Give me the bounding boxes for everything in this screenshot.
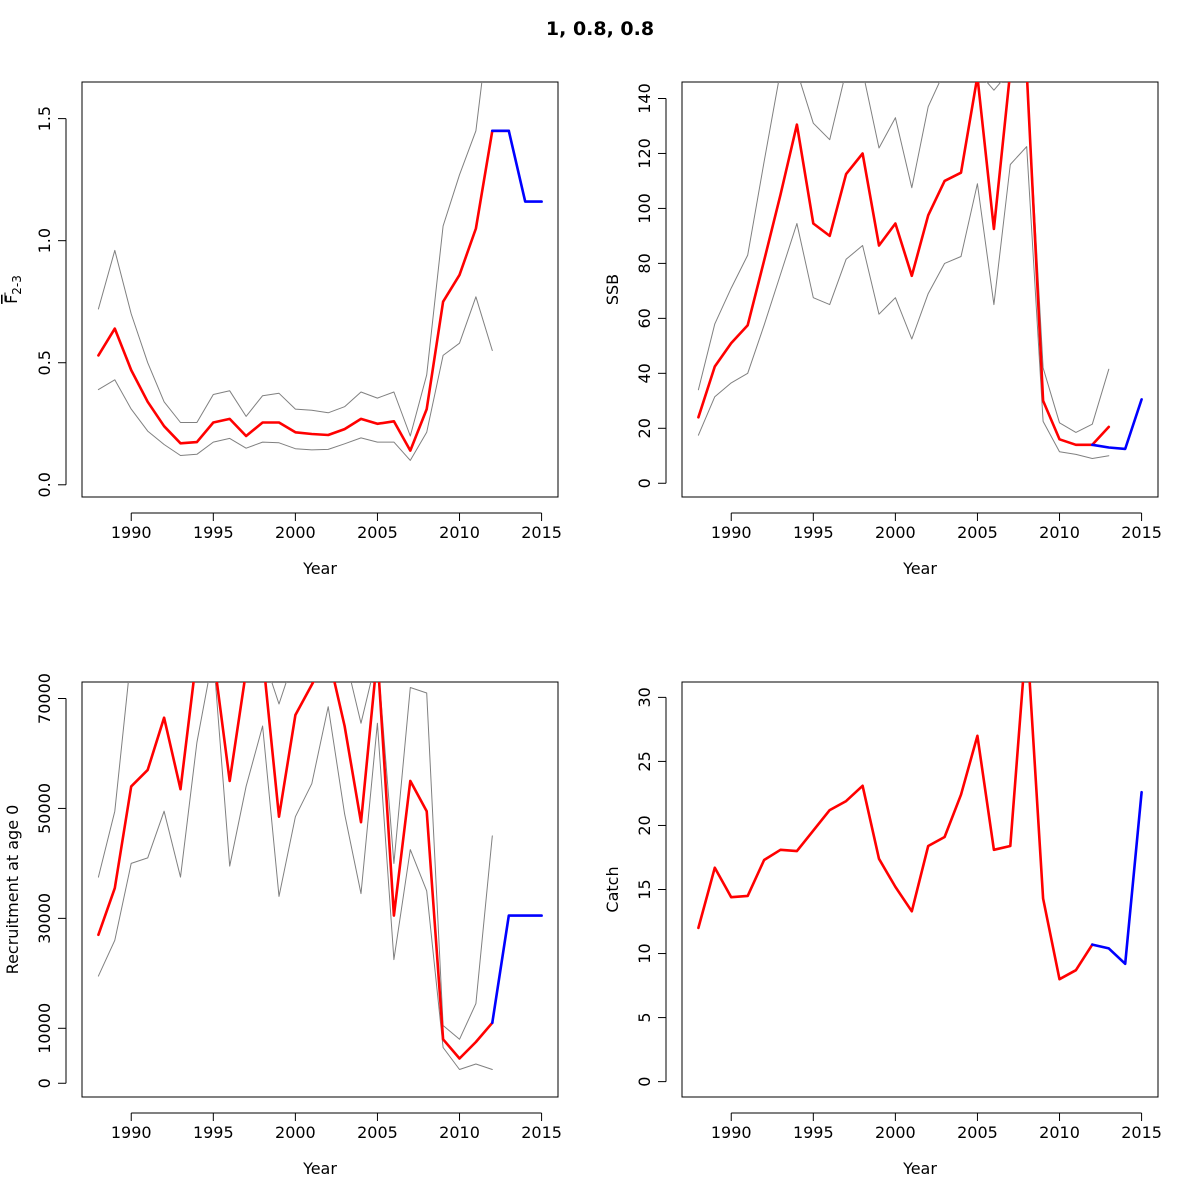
y-tick-label: 20 xyxy=(635,418,654,438)
x-axis-title: Year xyxy=(302,559,337,578)
y-tick-label: 1.5 xyxy=(35,106,54,131)
lower-line xyxy=(97,296,493,461)
y-tick-label: 0 xyxy=(635,478,654,488)
estimate-line xyxy=(697,682,1094,981)
series-group xyxy=(97,82,543,461)
x-tick-label: 1990 xyxy=(111,523,152,542)
plot-frame xyxy=(81,81,559,498)
x-tick-label: 1995 xyxy=(193,1123,234,1142)
x-tick-label: 1995 xyxy=(193,523,234,542)
y-tick-label: 30000 xyxy=(35,893,54,944)
x-tick-label: 2010 xyxy=(439,1123,480,1142)
estimate-line xyxy=(697,82,1111,447)
y-tick-label: 15 xyxy=(635,879,654,899)
x-axis: 1990 1995 2000 2005 2010 2015 xyxy=(711,1112,1162,1142)
y-axis-title: F2-3 xyxy=(2,275,24,304)
plot-frame xyxy=(681,81,1159,498)
y-tick-label: 10000 xyxy=(35,1003,54,1054)
x-tick-label: 1990 xyxy=(111,1123,152,1142)
series-group xyxy=(697,682,1143,981)
x-tick-label: 2005 xyxy=(957,1123,998,1142)
f-panel: 1990 1995 2000 2005 2010 2015 0.0 0.5 1.0 1.5 Year… xyxy=(2,81,562,578)
upper-line xyxy=(97,82,483,437)
estimate-line xyxy=(97,129,511,452)
y-tick-label: 140 xyxy=(635,83,654,114)
x-axis: 1990 1995 2000 2005 2010 2015 xyxy=(111,512,562,542)
x-tick-label: 2005 xyxy=(357,523,398,542)
plot-frame xyxy=(681,681,1159,1098)
x-tick-label: 1990 xyxy=(711,523,752,542)
x-axis: 1990 1995 2000 2005 2010 2015 xyxy=(111,1112,562,1142)
projection-line xyxy=(490,914,543,1025)
y-tick-label: 50000 xyxy=(35,783,54,834)
y-axis-title-sub: 2-3 xyxy=(10,275,24,295)
y-axis-title: Catch xyxy=(603,866,622,912)
y-tick-label: 20 xyxy=(635,815,654,835)
estimate-line xyxy=(97,682,494,1060)
recruitment-panel: 1990 1995 2000 2005 2010 2015 0 10000 30000 50000… xyxy=(3,673,562,1178)
y-tick-label: 0.5 xyxy=(35,350,54,375)
y-axis-title: Recruitment at age 0 xyxy=(3,805,22,975)
y-tick-label: 60 xyxy=(635,308,654,328)
y-tick-label: 70000 xyxy=(35,673,54,724)
series-group xyxy=(697,82,1143,459)
y-tick-label: 25 xyxy=(635,751,654,771)
x-tick-label: 2010 xyxy=(1039,523,1080,542)
x-tick-label: 2015 xyxy=(1121,1123,1162,1142)
x-axis-title: Year xyxy=(302,1159,337,1178)
y-tick-label: 0 xyxy=(35,1078,54,1088)
lower-line xyxy=(97,682,493,1070)
y-axis: 0.0 0.5 1.0 1.5 xyxy=(35,106,67,498)
projection-line xyxy=(1091,790,1143,966)
y-tick-label: 100 xyxy=(635,193,654,224)
x-tick-label: 2010 xyxy=(439,523,480,542)
y-axis-title-main: F xyxy=(2,295,21,304)
y-tick-label: 10 xyxy=(635,943,654,963)
x-axis-title: Year xyxy=(902,1159,937,1178)
projection-line xyxy=(490,129,543,203)
y-axis: 0 10000 30000 50000 70000 xyxy=(35,673,67,1088)
lower-line xyxy=(697,146,1110,459)
x-tick-label: 2000 xyxy=(875,523,916,542)
y-tick-label: 0 xyxy=(635,1077,654,1087)
y-tick-label: 40 xyxy=(635,363,654,383)
x-tick-label: 2005 xyxy=(957,523,998,542)
x-tick-label: 2005 xyxy=(357,1123,398,1142)
y-tick-label: 30 xyxy=(635,687,654,707)
x-tick-label: 1995 xyxy=(793,523,834,542)
y-tick-label: 0.0 xyxy=(35,472,54,497)
x-tick-label: 1990 xyxy=(711,1123,752,1142)
x-tick-label: 2015 xyxy=(1121,523,1162,542)
catch-panel: 1990 1995 2000 2005 2010 2015 0 5 10 15 20 25 30 Year… xyxy=(603,681,1162,1178)
upper-line xyxy=(697,82,1110,433)
x-tick-label: 2015 xyxy=(521,1123,562,1142)
x-tick-label: 2000 xyxy=(275,523,316,542)
x-axis: 1990 1995 2000 2005 2010 2015 xyxy=(711,512,1162,542)
projection-line xyxy=(1091,398,1143,451)
y-axis-title: SSB xyxy=(603,274,622,305)
upper-line xyxy=(97,682,493,1040)
y-tick-label: 80 xyxy=(635,253,654,273)
page-title: 1, 0.8, 0.8 xyxy=(545,18,655,40)
ssb-panel: 1990 1995 2000 2005 2010 2015 0 20 40 60 80 100 120 1… xyxy=(603,81,1162,578)
y-axis: 0 5 10 15 20 25 30 xyxy=(635,687,667,1087)
x-tick-label: 2015 xyxy=(521,523,562,542)
x-tick-label: 1995 xyxy=(793,1123,834,1142)
y-axis: 0 20 40 60 80 100 120 140 xyxy=(635,83,667,488)
x-tick-label: 2000 xyxy=(875,1123,916,1142)
series-group xyxy=(97,682,543,1070)
plot-frame xyxy=(81,681,559,1098)
x-tick-label: 2010 xyxy=(1039,1123,1080,1142)
y-tick-label: 1.0 xyxy=(35,228,54,253)
y-tick-label: 5 xyxy=(635,1012,654,1022)
y-tick-label: 120 xyxy=(635,138,654,169)
x-axis-title: Year xyxy=(902,559,937,578)
x-tick-label: 2000 xyxy=(275,1123,316,1142)
